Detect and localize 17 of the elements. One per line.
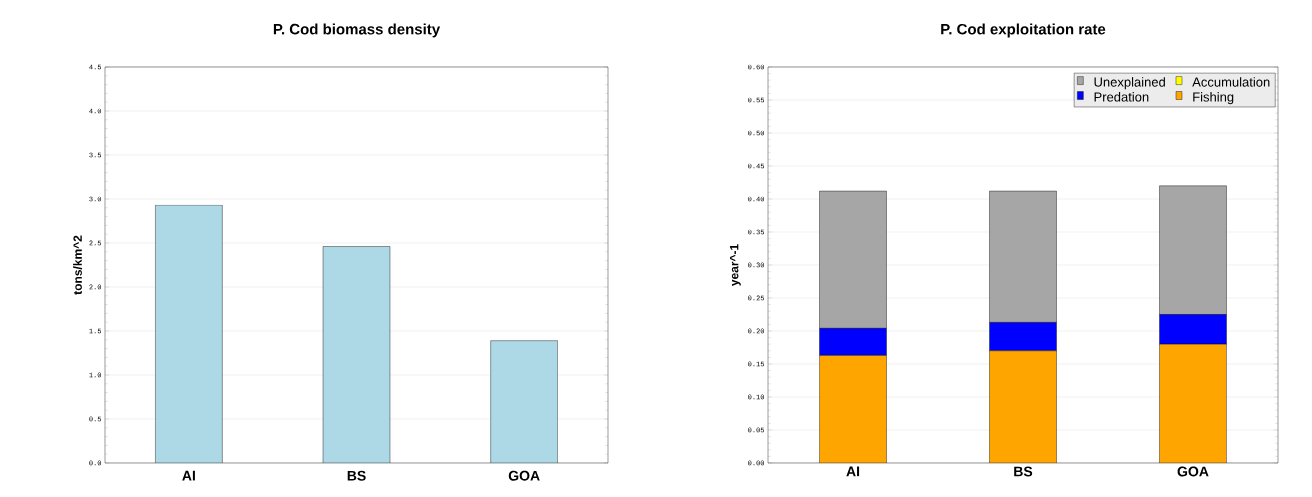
bar bbox=[819, 355, 887, 463]
chart-title: P. Cod exploitation rate bbox=[941, 23, 1106, 38]
chart-title: P. Cod biomass density bbox=[273, 23, 441, 38]
y-axis-title: year^-1 bbox=[730, 244, 741, 287]
legend-label: Predation bbox=[1094, 92, 1149, 102]
legend-label: Unexplained bbox=[1094, 77, 1165, 90]
x-tick-label: BS bbox=[1014, 466, 1033, 477]
x-tick-label: AI bbox=[846, 466, 860, 477]
y-axis-title: tons/km^2 bbox=[73, 235, 83, 295]
bar bbox=[1159, 343, 1227, 463]
x-tick-label: AI bbox=[182, 470, 195, 481]
x-tick-label: GOA bbox=[508, 470, 540, 481]
x-tick-label: GOA bbox=[1177, 466, 1209, 477]
x-tick-label: BS bbox=[347, 470, 366, 481]
legend-label: Accumulation bbox=[1192, 77, 1270, 87]
bar bbox=[989, 350, 1057, 463]
legend-label: Fishing bbox=[1193, 92, 1234, 105]
